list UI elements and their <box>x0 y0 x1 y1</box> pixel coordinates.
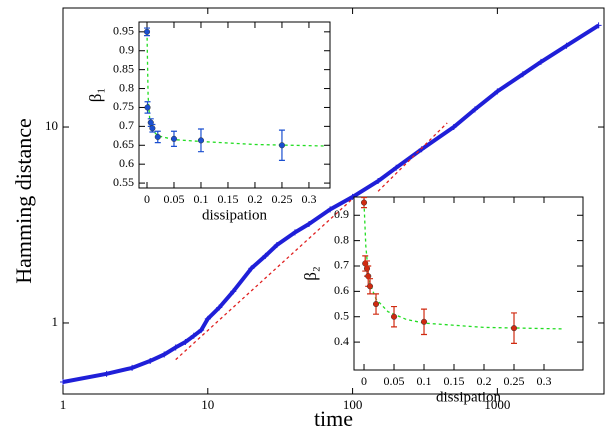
data-point <box>144 104 151 111</box>
data-point <box>595 22 602 29</box>
data-point <box>172 344 179 351</box>
data-point <box>170 135 178 142</box>
data-point <box>190 332 197 339</box>
data-point <box>471 106 478 113</box>
x-tick-label: 100 <box>343 397 363 412</box>
x-tick-label: 0.2 <box>477 374 492 388</box>
y-tick-label: 0.9 <box>334 207 349 221</box>
y-tick-label: 0.75 <box>113 99 134 113</box>
y-tick-label: 0.4 <box>334 334 349 348</box>
fit-line <box>377 122 448 192</box>
data-point <box>420 318 428 325</box>
x-tick-label: 0.3 <box>537 374 552 388</box>
data-point <box>216 304 223 311</box>
x-tick-label: 0.2 <box>247 192 262 206</box>
data-point <box>305 220 312 227</box>
y-tick-label: 0.6 <box>334 283 349 297</box>
plot-area <box>138 21 331 189</box>
data-point <box>563 42 570 49</box>
x-tick-label: 0.25 <box>271 192 292 206</box>
y-tick-label: 0.6 <box>119 156 134 170</box>
x-tick-label: 0.3 <box>301 192 316 206</box>
x-tick-label: 0 <box>361 374 367 388</box>
y-tick-label: 0.9 <box>119 42 134 56</box>
fit-line <box>175 198 354 361</box>
data-point <box>262 252 269 259</box>
y-tick-label: 0.8 <box>119 80 134 94</box>
data-point <box>143 28 151 35</box>
y-axis-label: Hamming distance <box>11 118 36 284</box>
data-point <box>366 283 374 290</box>
panel: 0 0.05 0.1 0.15 0.2 0.25 0.3 0.4 0.5 0.6 0.7 0.8 0.9… <box>301 196 584 405</box>
data-point <box>510 325 518 332</box>
x-tick-label: 0.05 <box>384 374 405 388</box>
x-tick-label: 1 <box>60 397 67 412</box>
y-tick-label: 0.8 <box>334 232 349 246</box>
data-point <box>103 370 110 377</box>
data-point <box>129 364 136 371</box>
y-tick-label: 0.85 <box>113 61 134 75</box>
panel: 0 0.05 0.1 0.15 0.2 0.25 0.3 0.55 0.6 0.65 0.7 0.75… <box>86 21 331 223</box>
y-tick-label: 0.95 <box>113 24 134 38</box>
data-point <box>375 178 382 185</box>
data-point <box>147 357 154 364</box>
data-point <box>372 300 380 308</box>
data-point <box>393 164 400 171</box>
data-point <box>494 88 501 95</box>
x-axis-label: dissipation <box>202 207 268 223</box>
data-point <box>161 351 168 358</box>
data-point <box>537 58 544 65</box>
data-point <box>230 288 237 295</box>
y-tick-label: 0.65 <box>113 137 134 151</box>
x-tick-label: 0 <box>144 192 150 206</box>
data-point <box>60 378 66 385</box>
x-tick-label: 1000 <box>484 397 510 412</box>
data-point <box>390 313 398 320</box>
x-tick-label: 0.05 <box>163 192 184 206</box>
x-axis-label: time <box>314 406 353 431</box>
data-point <box>149 125 156 132</box>
fit-line <box>146 31 326 147</box>
x-tick-label: 10 <box>201 397 214 412</box>
y-tick-label: 0.7 <box>119 118 134 132</box>
data-point <box>278 142 286 149</box>
data-point <box>291 229 298 236</box>
y-tick-label: 1 <box>52 314 59 329</box>
data-point <box>154 133 161 141</box>
y-axis-label: β₂ <box>301 266 320 281</box>
data-point <box>327 206 334 213</box>
data-point <box>360 199 368 206</box>
data-point <box>248 265 255 272</box>
data-point <box>204 315 211 322</box>
data-point <box>197 137 205 144</box>
x-tick-label: 0.15 <box>217 192 238 206</box>
plot-area <box>353 196 584 371</box>
data-point <box>519 71 526 78</box>
x-axis-label: dissipation <box>436 389 502 405</box>
y-tick-label: 0.5 <box>334 308 349 322</box>
y-tick-label: 10 <box>45 118 58 133</box>
y-tick-label: 0.55 <box>113 175 134 189</box>
x-tick-label: 0.15 <box>444 374 465 388</box>
data-point <box>182 338 189 345</box>
data-point <box>198 327 205 334</box>
data-point <box>450 124 457 131</box>
data-point <box>273 241 280 248</box>
x-tick-label: 0.25 <box>504 374 525 388</box>
x-tick-label: 0.1 <box>193 192 208 206</box>
x-tick-label: 0.1 <box>417 374 432 388</box>
y-tick-label: 0.7 <box>334 258 349 272</box>
y-axis-label: β₁ <box>86 88 105 103</box>
